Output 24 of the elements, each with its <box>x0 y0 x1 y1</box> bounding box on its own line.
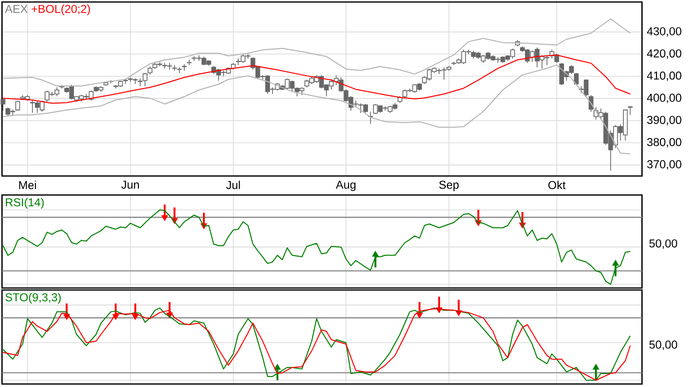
x-tick-label: Aug <box>336 180 356 191</box>
text: 50,00 <box>649 340 678 350</box>
y-tick-label: 370,00 <box>647 160 682 170</box>
y-tick-label: 430,00 <box>646 27 682 37</box>
x-tick-label: Mei <box>19 180 36 190</box>
candlestick <box>0 98 6 112</box>
text: +BOL(20;2) <box>32 4 90 16</box>
line-series <box>2 18 631 87</box>
y-tick-label: 390,00 <box>647 116 682 126</box>
candlestick <box>172 64 177 72</box>
chart-title: AEX <box>4 4 28 13</box>
x-tick-label: Okt <box>548 180 566 190</box>
line-series <box>2 64 631 154</box>
x-tick-label: Jul <box>226 180 240 190</box>
text: 50,00 <box>649 239 678 249</box>
x-tick-label: Jun <box>121 180 139 189</box>
chart-title: STO(9,3,3) <box>5 292 61 304</box>
y-tick-label: 410,00 <box>646 72 682 81</box>
candlestick <box>177 66 182 74</box>
chart-title: RSI(14) <box>6 198 44 209</box>
x-tick-label: Sep <box>439 180 459 192</box>
y-tick-label: 400,00 <box>646 94 682 104</box>
y-tick-label: 420,00 <box>646 49 682 59</box>
y-tick-label: 380,00 <box>647 138 682 148</box>
